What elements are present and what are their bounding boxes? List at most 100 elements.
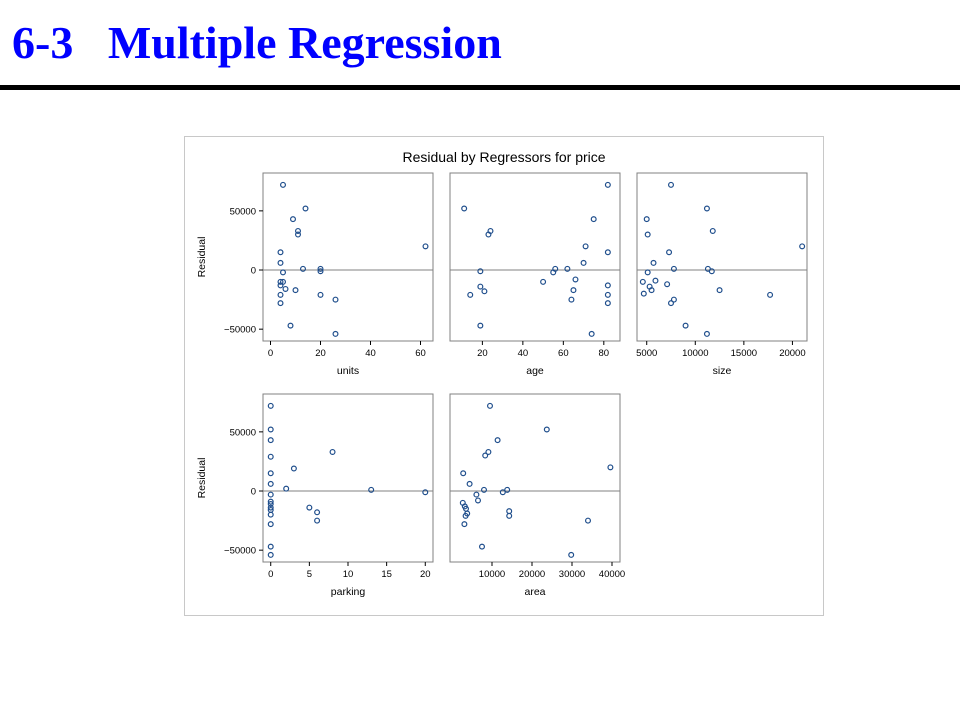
data-point: [267, 491, 274, 498]
x-tick-label: 40000: [599, 569, 625, 580]
data-point: [277, 300, 284, 307]
data-point: [582, 243, 589, 250]
data-point: [666, 249, 673, 256]
data-point: [267, 426, 274, 433]
data-point: [473, 491, 480, 498]
data-point: [550, 269, 557, 276]
data-point: [482, 452, 489, 459]
data-point: [290, 465, 297, 472]
x-tick-label: 0: [268, 348, 273, 359]
x-tick-label: 20: [315, 348, 326, 359]
x-tick-label: 5000: [636, 348, 657, 359]
y-axis-label: Residual: [196, 237, 208, 278]
x-tick-label: 20000: [519, 569, 545, 580]
data-point: [568, 296, 575, 303]
data-point: [644, 269, 651, 276]
data-point: [267, 498, 274, 505]
figure-frame: Residual by Regressors for price 0 20 40 60…: [184, 136, 824, 616]
data-point: [504, 486, 511, 493]
data-point: [267, 543, 274, 550]
data-point: [292, 287, 299, 294]
x-tick-label: 15000: [731, 348, 757, 359]
y-tick-label: 0: [251, 266, 256, 277]
data-point: [466, 480, 473, 487]
x-axis-label: size: [713, 365, 732, 377]
residual-scatter-chart: Residual by Regressors for price 0 20 40 60…: [196, 149, 808, 598]
data-point: [668, 181, 675, 188]
data-point: [604, 282, 611, 289]
data-point: [277, 291, 284, 298]
x-tick-label: 15: [381, 569, 392, 580]
y-tick-label: 50000: [230, 206, 256, 217]
data-point: [479, 543, 486, 550]
y-tick-label: −50000: [224, 546, 256, 557]
data-point: [670, 296, 677, 303]
data-point: [481, 486, 488, 493]
data-point: [640, 290, 647, 297]
data-point: [540, 278, 547, 285]
data-point: [282, 285, 289, 292]
data-point: [332, 330, 339, 337]
data-point: [314, 517, 321, 524]
data-point: [462, 512, 469, 519]
data-point: [317, 265, 324, 272]
data-point: [703, 205, 710, 212]
data-point: [267, 402, 274, 409]
data-point: [306, 504, 313, 511]
data-point: [461, 205, 468, 212]
data-point: [570, 287, 577, 294]
data-point: [652, 277, 659, 284]
data-point: [506, 512, 513, 519]
x-axis-label: parking: [331, 586, 366, 598]
data-point: [279, 269, 286, 276]
panel-area: 10000 20000 30000 40000 area: [449, 393, 625, 598]
x-tick-label: 60: [415, 348, 426, 359]
data-point: [709, 227, 716, 234]
data-point: [682, 322, 689, 329]
data-point: [302, 205, 309, 212]
y-tick-label: −50000: [224, 325, 256, 336]
data-point: [564, 265, 571, 272]
data-point: [799, 243, 806, 250]
slide-number: 6-3: [12, 17, 74, 68]
data-point: [299, 265, 306, 272]
y-tick-label: 50000: [230, 427, 256, 438]
data-point: [703, 330, 710, 337]
x-tick-label: 10000: [682, 348, 708, 359]
panel-age: 20 40 60 80 age: [449, 172, 621, 377]
data-point: [289, 216, 296, 223]
data-point: [267, 470, 274, 477]
data-point: [670, 265, 677, 272]
data-point: [481, 288, 488, 295]
data-point: [422, 243, 429, 250]
x-tick-label: 20: [420, 569, 431, 580]
data-point: [277, 278, 284, 285]
data-point: [716, 287, 723, 294]
data-point: [644, 231, 651, 238]
x-tick-label: 30000: [559, 569, 585, 580]
data-point: [277, 249, 284, 256]
data-point: [543, 426, 550, 433]
slide-title: 6-3 Multiple Regression: [12, 20, 502, 66]
x-tick-label: 10: [343, 569, 354, 580]
data-point: [708, 268, 715, 275]
data-point: [467, 291, 474, 298]
data-point: [267, 551, 274, 558]
data-point: [664, 281, 671, 288]
data-point: [267, 521, 274, 528]
panel-frame: [262, 393, 434, 563]
panel-frame: [262, 172, 434, 342]
data-point: [580, 259, 587, 266]
data-point: [475, 497, 482, 504]
title-rule: [0, 85, 960, 90]
data-point: [487, 402, 494, 409]
y-tick-label: 0: [251, 487, 256, 498]
data-point: [294, 227, 301, 234]
x-tick-label: 20: [477, 348, 488, 359]
data-point: [422, 489, 429, 496]
panel-parking: 0 5 10 15 20 parking −50000 0 50000 Residual: [196, 393, 434, 598]
data-point: [767, 291, 774, 298]
chart-title: Residual by Regressors for price: [402, 149, 605, 165]
data-point: [643, 216, 650, 223]
data-point: [650, 259, 657, 266]
